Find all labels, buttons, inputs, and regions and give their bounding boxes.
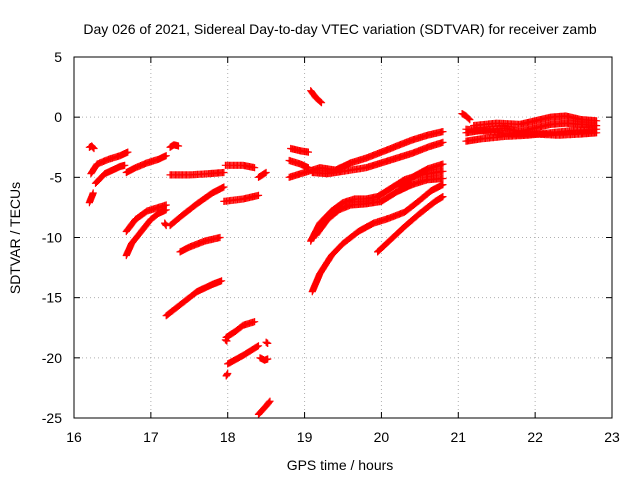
series-markers bbox=[220, 191, 263, 205]
x-tick-label: 16 bbox=[66, 429, 82, 445]
series-markers bbox=[166, 168, 228, 179]
series-markers bbox=[287, 144, 312, 156]
y-tick-label: 0 bbox=[54, 109, 62, 125]
series-s34 bbox=[458, 110, 474, 124]
y-tick-label: -10 bbox=[42, 230, 62, 246]
y-axis-label: SDTVAR / TECUs bbox=[7, 182, 23, 294]
series-s31 bbox=[308, 181, 447, 296]
y-tick-label: -5 bbox=[50, 169, 63, 185]
series-s11 bbox=[166, 183, 228, 230]
series-s20 bbox=[254, 397, 274, 418]
series-s15 bbox=[221, 336, 231, 345]
series-markers bbox=[222, 369, 232, 380]
series-markers bbox=[308, 181, 447, 296]
series-s01 bbox=[85, 142, 98, 153]
x-tick-label: 17 bbox=[143, 429, 159, 445]
x-tick-label: 18 bbox=[220, 429, 236, 445]
series-s07 bbox=[166, 168, 228, 179]
series-markers bbox=[161, 219, 170, 230]
series-markers bbox=[308, 138, 447, 178]
series-s10 bbox=[161, 219, 170, 230]
series-s33 bbox=[374, 193, 447, 256]
series-s12 bbox=[176, 233, 224, 256]
series-markers bbox=[285, 156, 312, 172]
series-markers bbox=[166, 183, 228, 230]
series-markers bbox=[122, 152, 170, 177]
series-markers bbox=[256, 354, 272, 364]
series-markers bbox=[162, 277, 226, 320]
series-markers bbox=[91, 161, 129, 187]
series-markers bbox=[85, 142, 98, 153]
series-markers bbox=[221, 336, 231, 345]
series-s19 bbox=[262, 338, 272, 347]
tick-labels: 16 17 18 19 20 21 22 23 5 0 -5 -10 -15 -20 -25 bbox=[42, 49, 620, 445]
series-s37 bbox=[470, 112, 601, 130]
series-s16 bbox=[224, 342, 263, 368]
series-markers bbox=[85, 189, 97, 207]
chart-title: Day 026 of 2021, Sidereal Day-to-day VTE… bbox=[83, 21, 596, 37]
axis-ticks bbox=[73, 56, 613, 419]
y-tick-label: -25 bbox=[42, 410, 62, 426]
series-markers bbox=[312, 174, 447, 239]
series-s21 bbox=[221, 161, 259, 172]
y-tick-label: -15 bbox=[42, 290, 62, 306]
series-markers bbox=[221, 161, 259, 172]
data-points bbox=[85, 87, 601, 418]
series-s25 bbox=[287, 144, 312, 156]
series-markers bbox=[122, 201, 170, 236]
series-markers bbox=[374, 193, 447, 256]
series-markers bbox=[224, 342, 263, 368]
series-s13 bbox=[162, 277, 226, 320]
x-tick-label: 23 bbox=[604, 429, 620, 445]
series-s17 bbox=[222, 369, 232, 380]
series-markers bbox=[307, 87, 326, 107]
series-s05 bbox=[122, 152, 170, 177]
x-tick-label: 19 bbox=[297, 429, 313, 445]
series-markers bbox=[87, 148, 132, 178]
x-tick-label: 22 bbox=[527, 429, 543, 445]
series-s24 bbox=[285, 156, 312, 172]
series-markers bbox=[222, 318, 259, 341]
series-s04 bbox=[85, 189, 97, 207]
series-markers bbox=[458, 110, 474, 124]
y-tick-label: 5 bbox=[54, 49, 62, 65]
series-s02 bbox=[87, 148, 132, 178]
series-s03 bbox=[91, 161, 129, 187]
series-s14 bbox=[222, 318, 259, 341]
series-s27 bbox=[308, 138, 447, 178]
x-tick-label: 20 bbox=[374, 429, 390, 445]
x-axis-label: GPS time / hours bbox=[287, 457, 394, 473]
series-markers bbox=[285, 128, 447, 181]
x-tick-label: 21 bbox=[450, 429, 466, 445]
series-s23 bbox=[254, 168, 270, 181]
series-s18 bbox=[256, 354, 272, 364]
series-markers bbox=[176, 233, 224, 256]
series-s30 bbox=[312, 174, 447, 239]
series-s26 bbox=[285, 128, 447, 181]
series-s09 bbox=[122, 206, 170, 260]
series-markers bbox=[254, 168, 270, 181]
series-s38 bbox=[462, 125, 601, 139]
series-markers bbox=[166, 141, 183, 151]
series-markers bbox=[462, 125, 601, 139]
series-s06 bbox=[166, 141, 183, 151]
series-markers bbox=[254, 397, 274, 418]
series-markers bbox=[397, 160, 447, 191]
series-s32 bbox=[397, 160, 447, 191]
series-s28 bbox=[307, 87, 326, 107]
series-markers bbox=[262, 338, 272, 347]
series-markers bbox=[470, 112, 601, 130]
gridlines bbox=[74, 57, 612, 418]
series-markers bbox=[122, 206, 170, 260]
series-s08 bbox=[122, 201, 170, 236]
series-s22 bbox=[220, 191, 263, 205]
y-tick-label: -20 bbox=[42, 350, 62, 366]
